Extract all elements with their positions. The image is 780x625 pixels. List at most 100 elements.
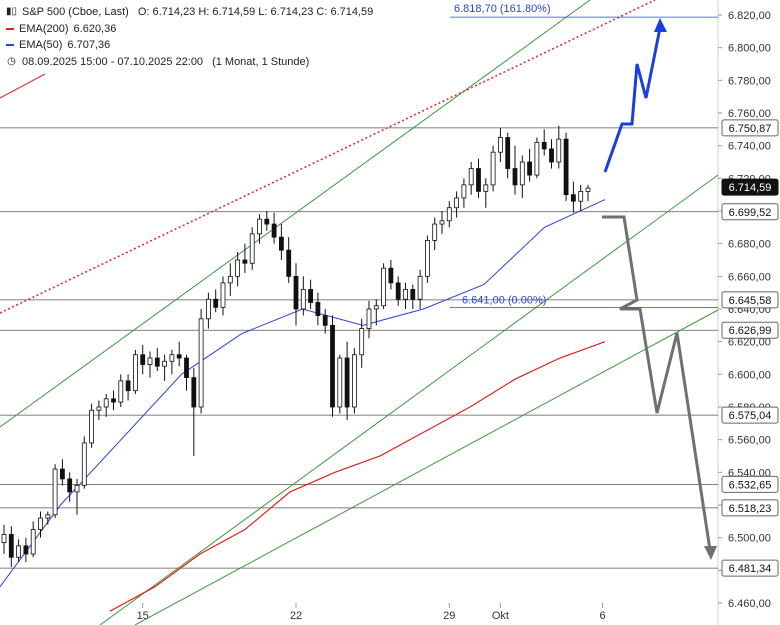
candle-body	[527, 161, 532, 176]
candle-body	[38, 517, 43, 530]
candle-body	[235, 259, 241, 277]
price-badges: 6.750,87 6.714,59 6.699,52 6.645,58 6.626,99…	[721, 119, 779, 577]
candle-body	[322, 315, 328, 326]
candle-body	[541, 141, 547, 150]
candle-body	[278, 236, 284, 251]
candle-body	[432, 223, 438, 241]
x-tick-label: 22	[290, 610, 302, 622]
candle-body	[505, 137, 511, 169]
candle-body	[468, 168, 474, 186]
candle-body	[118, 380, 124, 403]
y-tick-label: 6.460,00	[728, 598, 771, 610]
candle-body	[454, 197, 460, 209]
candle-body	[497, 137, 503, 153]
candle-body	[293, 275, 299, 310]
fibonacci-levels: 6.818,70 (161.80%) 6.641,00 (0.00%)	[450, 3, 718, 308]
x-tick-label: 6	[600, 610, 606, 622]
fib-0-label: 6.641,00 (0.00%)	[462, 294, 546, 306]
candle-body	[52, 468, 58, 516]
candle-body	[89, 409, 94, 444]
fib-161-label: 6.818,70 (161.80%)	[454, 3, 551, 15]
candle-body	[578, 190, 584, 202]
candle-body	[176, 354, 182, 359]
level-badge	[721, 291, 779, 309]
candle-body	[8, 534, 14, 558]
level-badge	[721, 559, 779, 577]
candle-body	[140, 354, 146, 365]
y-tick-label: 6.820,00	[728, 10, 771, 22]
y-tick-label: 6.660,00	[728, 271, 771, 283]
candlestick-icon: ▮▯	[6, 6, 18, 17]
projection-bullish	[603, 18, 667, 173]
x-tick-label: 29	[443, 610, 455, 622]
y-tick-label: 6.600,00	[728, 369, 771, 381]
candle-body	[424, 239, 430, 277]
level-badge-label: 6.575,04	[729, 410, 772, 422]
candle-body	[45, 514, 51, 519]
y-tick-label: 6.780,00	[728, 75, 771, 87]
candle-body	[300, 288, 306, 310]
ema50-value: 6.707,36	[67, 39, 111, 51]
level-badge-label: 6.481,34	[729, 563, 772, 575]
red-segment-line	[0, 73, 46, 99]
candle-body	[220, 282, 226, 308]
candle-body	[286, 249, 292, 277]
candle-body	[132, 354, 138, 392]
bullish-arrow-head	[654, 18, 667, 32]
candle-body	[23, 545, 29, 555]
ema50-label: EMA(50)	[19, 39, 63, 51]
level-badge	[721, 119, 779, 137]
ema200-label: EMA(200)	[19, 22, 69, 35]
dotted-resistance-line	[0, 0, 656, 314]
candle-body	[147, 357, 153, 365]
y-axis-panel	[718, 0, 780, 625]
candle-body	[111, 398, 116, 403]
candle-body	[330, 324, 335, 408]
x-tick-label: 15	[137, 610, 149, 622]
candle-body	[446, 207, 452, 222]
candle-body	[227, 275, 233, 284]
channel-upper-line	[0, 0, 591, 428]
level-badge	[721, 406, 779, 424]
projection-bearish	[602, 215, 717, 560]
candle-body	[162, 360, 168, 367]
candle-body	[585, 187, 591, 192]
bullish-projection-path	[603, 27, 662, 173]
candle-body	[534, 141, 540, 176]
symbol-label: S&P 500 (Cboe, Last)	[22, 6, 129, 18]
candle-body	[154, 357, 160, 367]
level-badge-label: 6.699,52	[729, 207, 772, 219]
candle-body	[81, 442, 87, 486]
level-badge-label: 6.518,23	[729, 503, 772, 515]
candle-body	[476, 168, 481, 192]
candle-body	[60, 468, 65, 480]
candle-body	[351, 354, 357, 408]
level-badge-label: 6.645,58	[729, 295, 772, 307]
candle-body	[67, 478, 73, 493]
candle-body	[271, 223, 277, 238]
candle-body	[308, 288, 314, 303]
candle-body	[549, 148, 554, 163]
candle-body	[439, 220, 445, 225]
x-tick-label: Okt	[492, 610, 509, 622]
level-badge	[721, 475, 779, 493]
candle-body	[257, 218, 262, 235]
candle-body	[417, 275, 423, 300]
bearish-arrow-head	[704, 546, 717, 560]
candle-body	[242, 259, 248, 264]
interval-label: (1 Monat, 1 Stunde)	[212, 55, 310, 68]
candle-body	[461, 184, 467, 199]
level-badge-label: 6.714,59	[729, 182, 772, 194]
candle-body	[1, 534, 7, 543]
candle-body	[359, 328, 365, 356]
level-badge	[721, 321, 779, 339]
chart-legend: ▮▯ S&P 500 (Cboe, Last) O: 6.714,23 H: 6…	[6, 4, 373, 70]
candle-body	[337, 357, 343, 408]
level-badge	[721, 499, 779, 517]
candle-body	[249, 233, 255, 264]
candle-body	[16, 545, 22, 558]
trend-channel	[0, 0, 719, 625]
price-levels	[0, 127, 718, 569]
ema200-value: 6.620,36	[73, 22, 117, 35]
